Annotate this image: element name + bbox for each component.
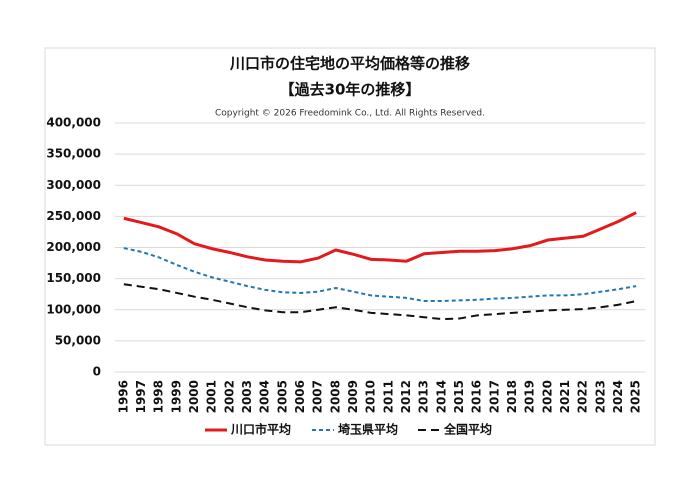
x-tick-label: 1998 <box>152 380 166 413</box>
x-tick-label: 2003 <box>240 380 254 413</box>
legend-label: 埼玉県平均 <box>338 422 398 437</box>
y-tick-label: 350,000 <box>46 147 101 161</box>
x-tick-label: 2000 <box>187 380 201 413</box>
x-tick-label: 2002 <box>222 380 236 413</box>
y-tick-label: 100,000 <box>46 302 101 316</box>
x-tick-label: 2012 <box>399 380 413 413</box>
x-tick-label: 2006 <box>293 380 307 413</box>
x-tick-label: 2010 <box>364 380 378 413</box>
series-line <box>123 283 637 321</box>
x-tick-label: 2020 <box>540 380 554 413</box>
y-tick-label: 0 <box>93 365 101 379</box>
chart-frame <box>44 47 656 446</box>
x-tick-label: 2023 <box>593 380 607 413</box>
series-line <box>123 211 637 264</box>
x-tick-label: 2004 <box>258 380 272 413</box>
x-tick-label: 2005 <box>275 380 289 413</box>
chart-subtitle: 【過去30年の推移】 <box>280 81 421 99</box>
x-tick-label: 2021 <box>558 380 572 413</box>
y-tick-label: 250,000 <box>46 209 101 223</box>
y-tick-label: 400,000 <box>46 116 101 130</box>
x-tick-label: 2015 <box>452 380 466 413</box>
x-tick-label: 2009 <box>346 380 360 413</box>
x-tick-label: 2022 <box>576 380 590 413</box>
y-tick-label: 150,000 <box>46 271 101 285</box>
x-tick-label: 1996 <box>116 380 130 413</box>
legend-label: 川口市平均 <box>230 422 291 437</box>
x-tick-label: 2008 <box>328 380 342 413</box>
series-line <box>123 247 637 303</box>
x-tick-label: 1997 <box>134 380 148 413</box>
x-tick-label: 2014 <box>434 380 448 413</box>
y-tick-label: 300,000 <box>46 178 101 192</box>
x-tick-label: 2011 <box>381 380 395 413</box>
x-tick-label: 2017 <box>487 380 501 413</box>
x-tick-label: 1999 <box>169 380 183 413</box>
x-tick-label: 2025 <box>629 380 643 413</box>
x-tick-label: 2013 <box>417 380 431 413</box>
x-tick-label: 2024 <box>611 380 625 413</box>
x-tick-label: 2001 <box>205 380 219 413</box>
x-tick-label: 2016 <box>470 380 484 413</box>
x-tick-label: 2018 <box>505 380 519 413</box>
x-tick-label: 2007 <box>311 380 325 413</box>
chart-title: 川口市の住宅地の平均価格等の推移 <box>229 55 470 73</box>
x-tick-label: 2019 <box>523 380 537 413</box>
y-tick-label: 200,000 <box>46 240 101 254</box>
copyright: Copyright © 2026 Freedomink Co., Ltd. Al… <box>215 109 485 119</box>
legend-label: 全国平均 <box>443 422 492 437</box>
y-tick-label: 50,000 <box>55 333 101 347</box>
